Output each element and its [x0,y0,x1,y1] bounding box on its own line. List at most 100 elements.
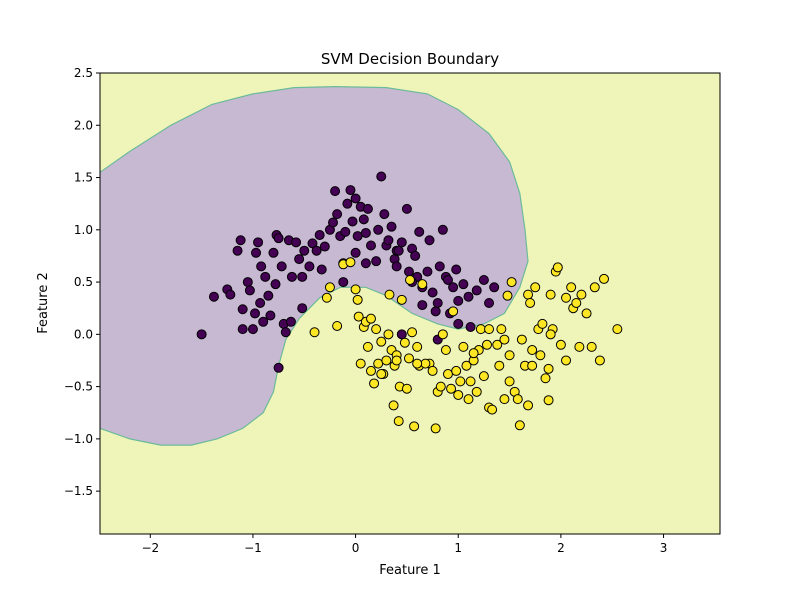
data-point-class0 [458,279,469,290]
data-point-class1 [332,320,343,331]
x-tick-label: 3 [660,541,668,555]
x-tick-label: 2 [557,541,565,555]
data-point-class1 [371,324,382,335]
data-point-class1 [373,358,384,369]
data-point-class0 [448,282,459,293]
data-point-class0 [376,171,387,182]
data-point-class0 [263,290,274,301]
data-point-class0 [330,186,341,197]
data-point-class0 [196,329,207,340]
data-point-class0 [453,295,464,306]
data-point-class1 [537,318,548,329]
y-tick-label: 1.0 [74,223,93,237]
data-point-class1 [352,294,363,305]
data-point-class0 [417,300,428,311]
data-point-class1 [543,363,554,374]
data-point-class1 [403,353,414,364]
data-point-class1 [420,358,431,369]
data-point-class1 [409,421,420,432]
data-point-class0 [401,203,412,214]
data-point-class1 [393,416,404,427]
data-point-class0 [365,240,376,251]
data-point-class0 [437,224,448,235]
data-point-class1 [540,373,551,384]
data-point-class0 [396,329,407,340]
data-point-class1 [435,381,446,392]
data-point-class0 [465,322,476,333]
data-point-class1 [442,369,453,380]
data-point-class1 [453,389,464,400]
x-axis: −2 −1 0 1 2 3 [141,534,667,555]
data-point-class0 [251,247,262,258]
data-point-class1 [451,365,462,376]
data-point-class1 [437,329,448,340]
data-point-class0 [403,266,414,277]
data-point-class1 [523,289,534,300]
data-point-class1 [427,365,438,376]
data-point-class0 [273,362,284,373]
data-point-class0 [358,214,369,225]
data-point-class0 [360,258,371,269]
data-point-class0 [304,261,315,272]
data-point-class0 [484,297,495,308]
data-point-class0 [410,250,421,261]
data-point-class1 [535,350,546,361]
data-point-class0 [250,308,260,319]
data-point-class0 [276,261,287,272]
chart-title: SVM Decision Boundary [321,50,499,68]
data-point-class1 [321,292,332,303]
data-point-class1 [430,423,441,434]
data-point-class0 [255,297,266,308]
data-point-class1 [574,341,585,352]
data-point-class1 [576,289,587,300]
data-point-class1 [502,290,513,301]
data-point-class0 [391,261,402,272]
data-point-class0 [244,285,255,296]
data-point-class1 [365,365,376,376]
data-point-class0 [332,209,343,220]
data-point-class1 [525,297,536,308]
data-point-class1 [353,311,364,322]
data-point-class1 [506,277,517,288]
data-point-class0 [311,245,322,256]
data-point-class1 [492,339,503,350]
data-point-class1 [446,383,457,394]
data-point-class1 [516,334,527,345]
data-point-class0 [286,271,297,282]
data-point-class0 [265,310,276,321]
data-point-class0 [273,233,284,244]
data-point-class1 [512,394,523,405]
data-point-class0 [434,261,445,272]
data-point-class1 [561,292,572,303]
data-point-class0 [453,318,464,329]
data-point-class1 [471,386,482,397]
data-point-class0 [291,237,302,248]
data-point-class1 [324,282,335,293]
data-point-class0 [235,235,246,246]
data-point-class1 [581,308,592,319]
data-point-class1 [594,355,605,366]
data-point-class0 [478,274,489,285]
data-point-class1 [350,284,361,295]
y-tick-label: −1.5 [64,484,93,498]
data-point-class0 [237,304,248,315]
y-tick-label: 2.5 [74,66,93,80]
data-point-class0 [427,287,438,298]
data-point-class1 [599,273,610,284]
data-point-class1 [417,279,428,290]
data-point-class0 [232,245,243,256]
data-point-class1 [545,289,556,300]
data-point-class0 [471,285,482,296]
data-point-class0 [347,216,358,227]
data-point-class1 [405,274,415,285]
y-tick-label: 1.5 [74,171,93,185]
x-tick-label: 0 [352,541,360,555]
data-point-class1 [458,341,469,352]
data-point-class0 [451,264,462,275]
data-point-class0 [489,282,500,293]
data-point-class1 [369,378,380,389]
data-point-class0 [342,198,353,209]
data-point-class1 [381,355,392,366]
